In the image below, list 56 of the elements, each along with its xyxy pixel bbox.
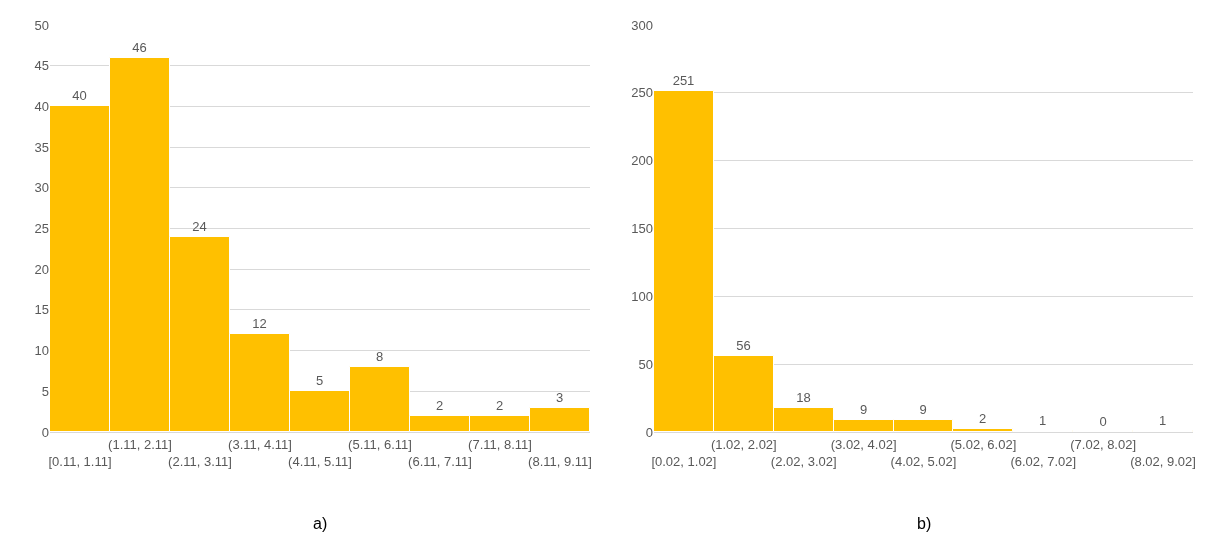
x-tick-label: (4.11, 5.11] <box>288 453 352 469</box>
data-label: 1 <box>1158 412 1167 428</box>
data-label: 8 <box>375 348 384 364</box>
y-tick-label: 300 <box>631 17 653 33</box>
x-tick-label: (3.02, 4.02] <box>830 436 897 452</box>
data-label: 3 <box>555 389 564 405</box>
y-tick-label: 40 <box>34 98 49 114</box>
x-tick-label: (8.11, 9.11] <box>528 453 592 469</box>
data-label: 18 <box>796 389 811 405</box>
text: a) <box>313 515 328 532</box>
y-tick-label: 5 <box>41 383 49 399</box>
x-tick-label: (2.02, 3.02] <box>770 453 837 469</box>
data-label: 2 <box>435 397 444 413</box>
x-tick-label: (4.02, 5.02] <box>890 453 957 469</box>
x-tick-label: (7.02, 8.02] <box>1070 436 1137 452</box>
y-tick-label: 10 <box>34 343 49 359</box>
data-label: 5 <box>315 372 324 388</box>
y-tick-label: 200 <box>631 153 653 169</box>
y-tick-label: 15 <box>34 302 49 318</box>
data-label: 46 <box>132 39 147 55</box>
y-tick-label: 50 <box>638 356 653 372</box>
y-tick-label: 0 <box>645 424 653 440</box>
y-tick-label: 100 <box>631 288 653 304</box>
data-label: 9 <box>919 401 927 417</box>
data-label: 0 <box>1099 414 1107 429</box>
y-tick-label: 30 <box>34 180 49 196</box>
x-tick-label: (6.02, 7.02] <box>1010 453 1077 469</box>
y-tick-label: 50 <box>34 17 49 33</box>
x-tick-label: (1.02, 2.02] <box>710 436 777 452</box>
x-tick-label: (6.11, 7.11] <box>408 453 472 469</box>
data-label: 251 <box>672 72 695 88</box>
x-tick-label: [0.02, 1.02] <box>651 453 717 469</box>
x-tick-label: (7.11, 8.11] <box>468 436 532 452</box>
x-tick-label: (2.11, 3.11] <box>168 453 232 469</box>
y-tick-label: 150 <box>631 221 653 237</box>
data-label: 12 <box>252 315 267 331</box>
x-tick-label: (8.02, 9.02] <box>1130 453 1196 469</box>
data-label: 2 <box>978 410 987 426</box>
y-tick-label: 20 <box>34 261 49 277</box>
data-label: 40 <box>72 87 87 103</box>
data-label: 56 <box>736 337 751 353</box>
data-label: 24 <box>192 218 207 234</box>
y-tick-label: 250 <box>631 85 653 101</box>
data-label: 9 <box>859 401 868 417</box>
data-label: 2 <box>495 397 504 413</box>
y-tick-label: 0 <box>41 424 49 440</box>
x-tick-label: (5.02, 6.02] <box>950 436 1017 452</box>
y-tick-label: 25 <box>34 221 49 237</box>
y-tick-label: 45 <box>34 58 49 74</box>
x-tick-label: (5.11, 6.11] <box>348 436 412 452</box>
x-tick-label: (1.11, 2.11] <box>108 436 172 452</box>
data-label: 1 <box>1038 412 1047 428</box>
x-tick-label: (3.11, 4.11] <box>228 436 292 452</box>
x-tick-label: [0.11, 1.11] <box>48 453 112 469</box>
text: b) <box>917 515 932 532</box>
y-tick-label: 35 <box>34 139 49 155</box>
